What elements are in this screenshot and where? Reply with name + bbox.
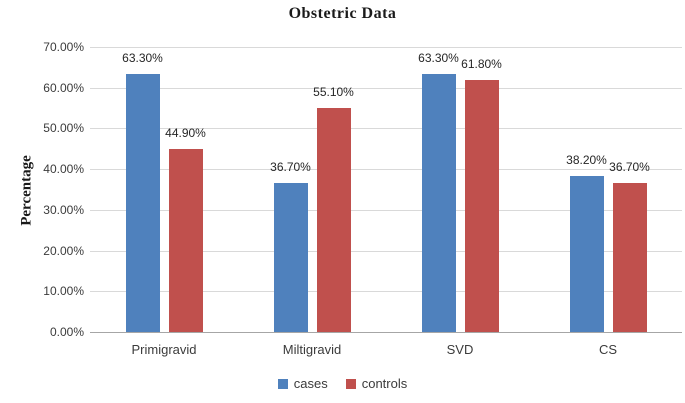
gridline [90,291,682,293]
data-label-controls-cs: 36.70% [609,159,650,174]
x-category-label: CS [598,342,618,357]
bar-controls-miltigravid [316,107,351,332]
gridline [90,209,682,211]
plot-area: 63.30% 44.90% 36.70% 55.10% 63.30% 61.80% 38.2… [90,47,682,333]
y-axis-title: Percentage [18,155,35,226]
y-tick-label: 50.00% [43,121,84,136]
y-tick-label: 10.00% [43,284,84,299]
bar-controls-primigravid [168,149,203,332]
legend-label-cases: cases [293,376,328,391]
gridline [90,169,682,171]
y-tick-label: 20.00% [43,243,84,258]
legend-swatch-controls [345,378,356,389]
legend-swatch-cases [277,378,288,389]
x-category-label: Primigravid [131,342,197,357]
data-label-cases-cs: 38.20% [566,153,607,168]
data-label-cases-primigravid: 63.30% [122,51,163,66]
legend: cases controls [0,376,685,391]
data-label-controls-miltigravid: 55.10% [313,84,354,99]
data-label-controls-primigravid: 44.90% [165,126,206,141]
y-tick-label: 60.00% [43,80,84,95]
y-tick-label: 30.00% [43,202,84,217]
bar-controls-svd [464,80,499,332]
data-label-cases-miltigravid: 36.70% [270,159,311,174]
data-label-cases-svd: 63.30% [418,51,459,66]
y-tick-label: 40.00% [43,162,84,177]
bar-cases-svd [421,74,456,332]
legend-item-cases: cases [277,376,328,391]
bar-cases-primigravid [125,74,160,332]
chart-title: Obstetric Data [288,5,397,22]
bar-controls-cs [612,182,647,332]
bar-cases-cs [569,176,604,332]
gridline [90,128,682,130]
gridline [90,250,682,252]
legend-item-controls: controls [345,376,408,391]
gridline [90,87,682,89]
x-category-label: SVD [446,342,474,357]
data-label-controls-svd: 61.80% [461,57,502,72]
bar-cases-miltigravid [273,182,308,332]
legend-label-controls: controls [361,376,408,391]
gridline [90,47,682,48]
y-tick-label: 0.00% [49,325,84,339]
x-category-label: Miltigravid [282,342,342,357]
y-tick-label: 70.00% [43,40,84,54]
